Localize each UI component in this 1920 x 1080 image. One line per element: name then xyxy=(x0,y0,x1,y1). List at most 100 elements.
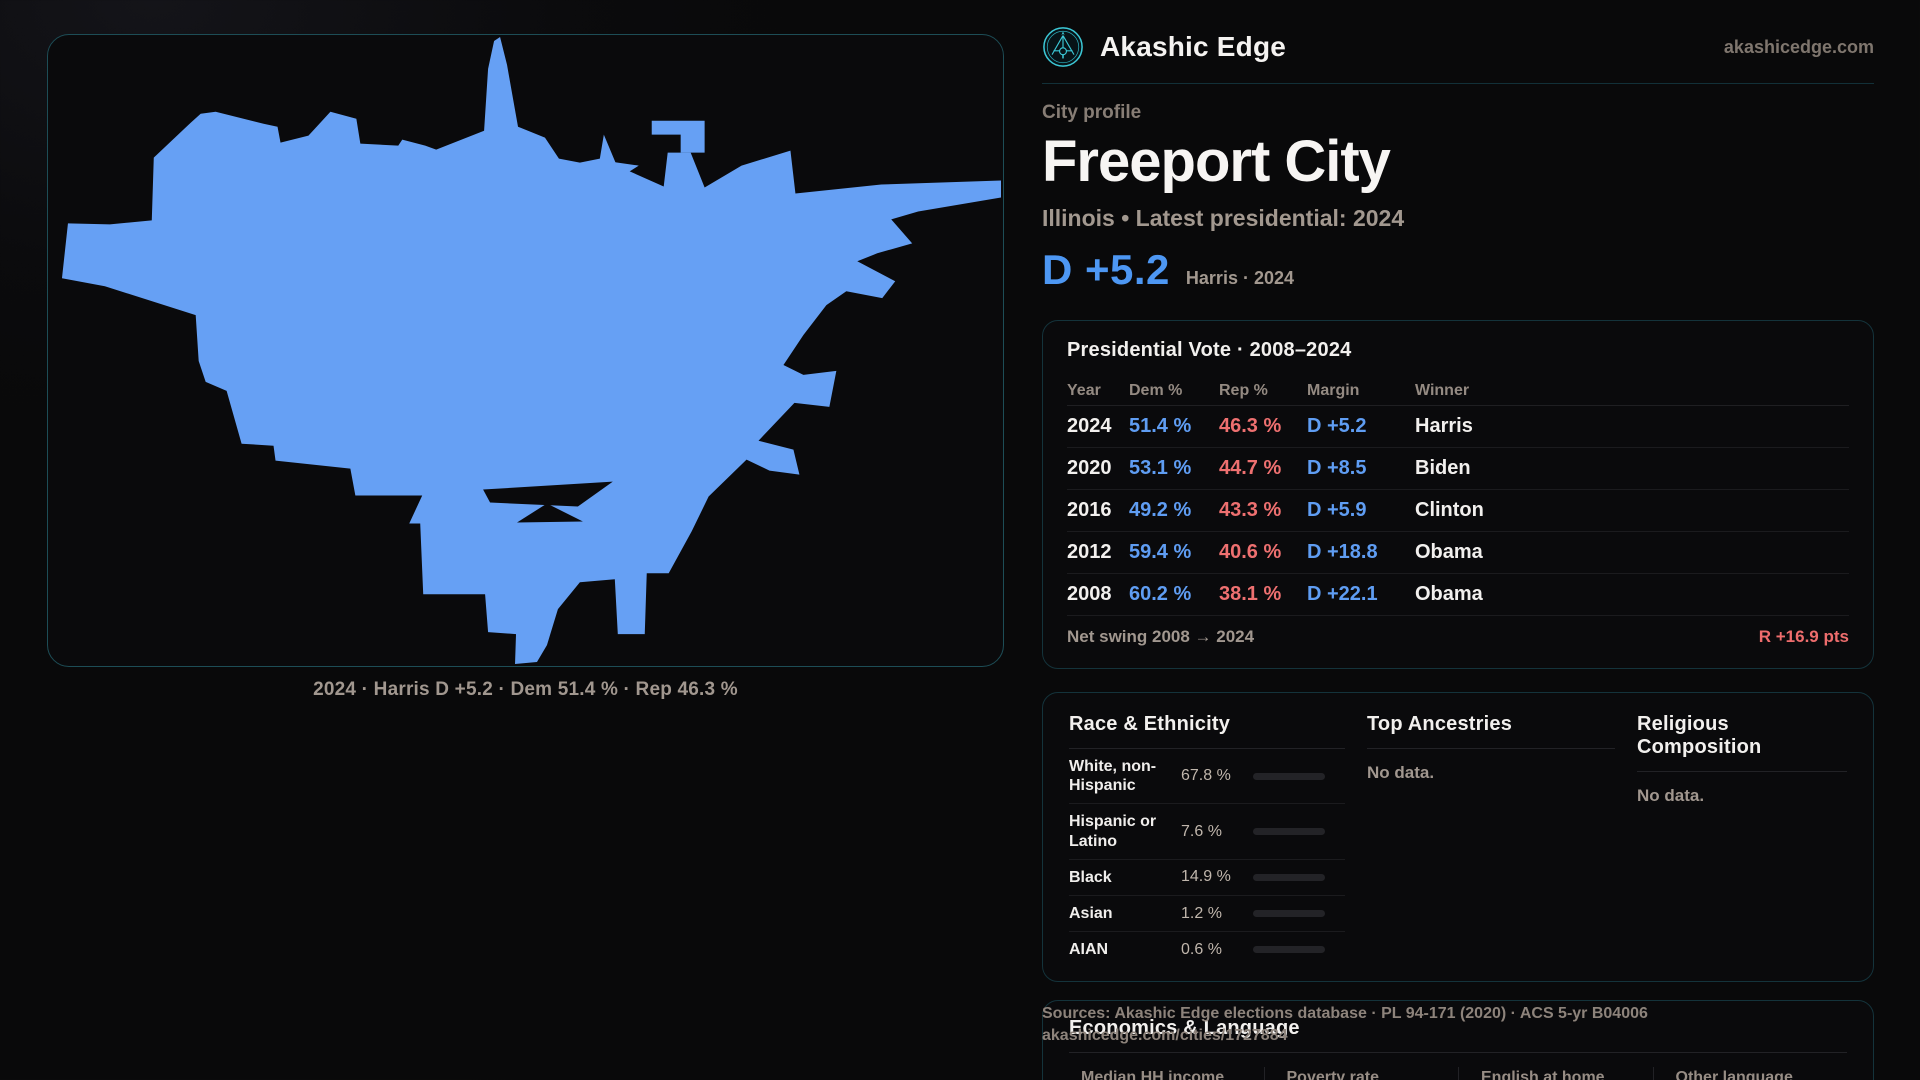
net-swing-row: Net swing 2008 → 2024 R +16.9 pts xyxy=(1067,616,1849,658)
race-bar-track xyxy=(1253,910,1325,918)
cell-winner: Biden xyxy=(1415,457,1471,479)
cell-year: 2024 xyxy=(1067,415,1112,437)
economics-card: Economics & Language Median HH income $5… xyxy=(1042,1000,1874,1080)
table-row: 2012 59.4 % 40.6 % D +18.8 Obama xyxy=(1067,532,1849,574)
cell-winner: Harris xyxy=(1415,415,1473,437)
cell-dem: 60.2 % xyxy=(1129,583,1192,605)
sources-line: Sources: Akashic Edge elections database… xyxy=(1042,1005,1648,1022)
map-notch-small xyxy=(517,503,583,523)
race-label: Hispanic or Latino xyxy=(1069,813,1157,850)
city-boundary-hook xyxy=(651,120,705,153)
stat-label: Median HH income xyxy=(1081,1069,1225,1080)
table-row: 2024 51.4 % 46.3 % D +5.2 Harris xyxy=(1067,406,1849,448)
top-ancestries-section: Top Ancestries No data. xyxy=(1367,713,1615,967)
vote-table: Year Dem % Rep % Margin Winner 2024 51.4… xyxy=(1067,376,1849,658)
economics-stats: Median HH income $51,723 Poverty rate 19… xyxy=(1069,1067,1847,1080)
race-value: 0.6 % xyxy=(1181,940,1222,958)
city-boundary-fragment xyxy=(603,160,639,175)
latest-margin-value: D +5.2 xyxy=(1042,246,1170,293)
cell-winner: Obama xyxy=(1415,583,1483,605)
cell-margin: D +5.2 xyxy=(1307,415,1367,437)
stat-poverty-rate: Poverty rate 19.6 % xyxy=(1263,1067,1459,1080)
list-item: Asian 1.2 % xyxy=(1069,896,1345,933)
page-title: Freeport City xyxy=(1042,129,1391,194)
race-bar-track xyxy=(1253,828,1325,836)
ancestries-section-title: Top Ancestries xyxy=(1367,713,1615,749)
site-domain: akashicedge.com xyxy=(1723,36,1874,57)
list-item: Hispanic or Latino 7.6 % xyxy=(1069,804,1345,860)
list-item: AIAN 0.6 % xyxy=(1069,932,1345,967)
cell-year: 2008 xyxy=(1067,583,1112,605)
race-value: 7.6 % xyxy=(1181,822,1222,840)
list-item: White, non-Hispanic 67.8 % xyxy=(1069,749,1345,805)
cell-margin: D +8.5 xyxy=(1307,457,1367,479)
race-label: AIAN xyxy=(1069,941,1109,959)
right-column: Akashic Edge akashicedge.com City profil… xyxy=(1042,0,1874,1080)
table-row: 2008 60.2 % 38.1 % D +22.1 Obama xyxy=(1067,574,1849,616)
city-map-panel xyxy=(47,34,1004,667)
city-boundary-shape xyxy=(61,36,1002,665)
ancestries-empty-state: No data. xyxy=(1367,763,1435,782)
stat-median-income: Median HH income $51,723 xyxy=(1069,1067,1264,1080)
map-notch xyxy=(483,481,613,507)
footer-sources: Sources: Akashic Edge elections database… xyxy=(1042,1003,1648,1046)
race-value: 67.8 % xyxy=(1181,767,1231,785)
race-label: Black xyxy=(1069,868,1112,886)
race-bar-track xyxy=(1253,946,1325,954)
permalink-link[interactable]: akashicedge.com/cities/1727884 xyxy=(1042,1026,1288,1044)
latest-margin-row: D +5.2 Harris · 2024 xyxy=(1042,246,1874,294)
cell-rep: 38.1 % xyxy=(1219,583,1282,605)
state-subtitle: Illinois • Latest presidential: 2024 xyxy=(1042,205,1405,231)
cell-margin: D +22.1 xyxy=(1307,583,1378,605)
vote-card-title: Presidential Vote · 2008–2024 xyxy=(1067,339,1352,361)
stat-english-at-home: English at home 96.1 % xyxy=(1458,1067,1653,1080)
cell-dem: 49.2 % xyxy=(1129,499,1192,521)
table-row: 2020 53.1 % 44.7 % D +8.5 Biden xyxy=(1067,448,1849,490)
cell-dem: 53.1 % xyxy=(1129,457,1192,479)
stat-other-language: Other language 3.9 % xyxy=(1652,1067,1848,1080)
list-item: Black 14.9 % xyxy=(1069,860,1345,896)
cell-year: 2020 xyxy=(1067,457,1112,479)
cell-rep: 43.3 % xyxy=(1219,499,1282,521)
cell-rep: 44.7 % xyxy=(1219,457,1282,479)
race-label: Asian xyxy=(1069,904,1113,922)
cell-winner: Clinton xyxy=(1415,499,1484,521)
site-header: Akashic Edge akashicedge.com xyxy=(1042,0,1874,68)
race-label: White, non-Hispanic xyxy=(1069,758,1157,795)
cell-margin: D +5.9 xyxy=(1307,499,1367,521)
race-value: 1.2 % xyxy=(1181,904,1222,922)
religion-section-title: Religious Composition xyxy=(1637,713,1847,772)
religious-composition-section: Religious Composition No data. xyxy=(1637,713,1847,967)
cell-rep: 40.6 % xyxy=(1219,541,1282,563)
race-ethnicity-section: Race & Ethnicity White, non-Hispanic 67.… xyxy=(1069,713,1345,967)
presidential-vote-card: Presidential Vote · 2008–2024 Year Dem %… xyxy=(1042,320,1874,669)
race-value: 14.9 % xyxy=(1181,868,1231,886)
page-eyebrow: City profile xyxy=(1042,102,1142,123)
race-bar-track xyxy=(1253,772,1325,780)
net-swing-value: R +16.9 pts xyxy=(1758,627,1849,646)
demographics-card: Race & Ethnicity White, non-Hispanic 67.… xyxy=(1042,692,1874,983)
col-winner: Winner xyxy=(1415,381,1470,399)
race-bar-track xyxy=(1253,873,1325,881)
cell-margin: D +18.8 xyxy=(1307,541,1378,563)
stat-label: English at home xyxy=(1481,1069,1605,1080)
latest-margin-context: Harris · 2024 xyxy=(1185,268,1294,288)
col-rep: Rep % xyxy=(1219,381,1268,399)
cell-rep: 46.3 % xyxy=(1219,415,1282,437)
stat-label: Other language xyxy=(1675,1069,1793,1080)
stat-label: Poverty rate xyxy=(1286,1069,1380,1080)
city-boundary-map xyxy=(61,36,1002,665)
col-margin: Margin xyxy=(1307,381,1360,399)
table-row: 2016 49.2 % 43.3 % D +5.9 Clinton xyxy=(1067,490,1849,532)
race-section-title: Race & Ethnicity xyxy=(1069,713,1345,749)
cell-dem: 59.4 % xyxy=(1129,541,1192,563)
cell-dem: 51.4 % xyxy=(1129,415,1192,437)
map-caption: 2024 · Harris D +5.2 · Dem 51.4 % · Rep … xyxy=(313,679,738,700)
brand-name: Akashic Edge xyxy=(1100,31,1287,62)
net-swing-label: Net swing 2008 → 2024 xyxy=(1067,627,1255,646)
cell-winner: Obama xyxy=(1415,541,1483,563)
cell-year: 2016 xyxy=(1067,499,1112,521)
col-year: Year xyxy=(1067,381,1101,399)
economics-title-wrap: Economics & Language xyxy=(1069,1017,1847,1054)
economics-section-title: Economics & Language xyxy=(1069,1017,1300,1040)
